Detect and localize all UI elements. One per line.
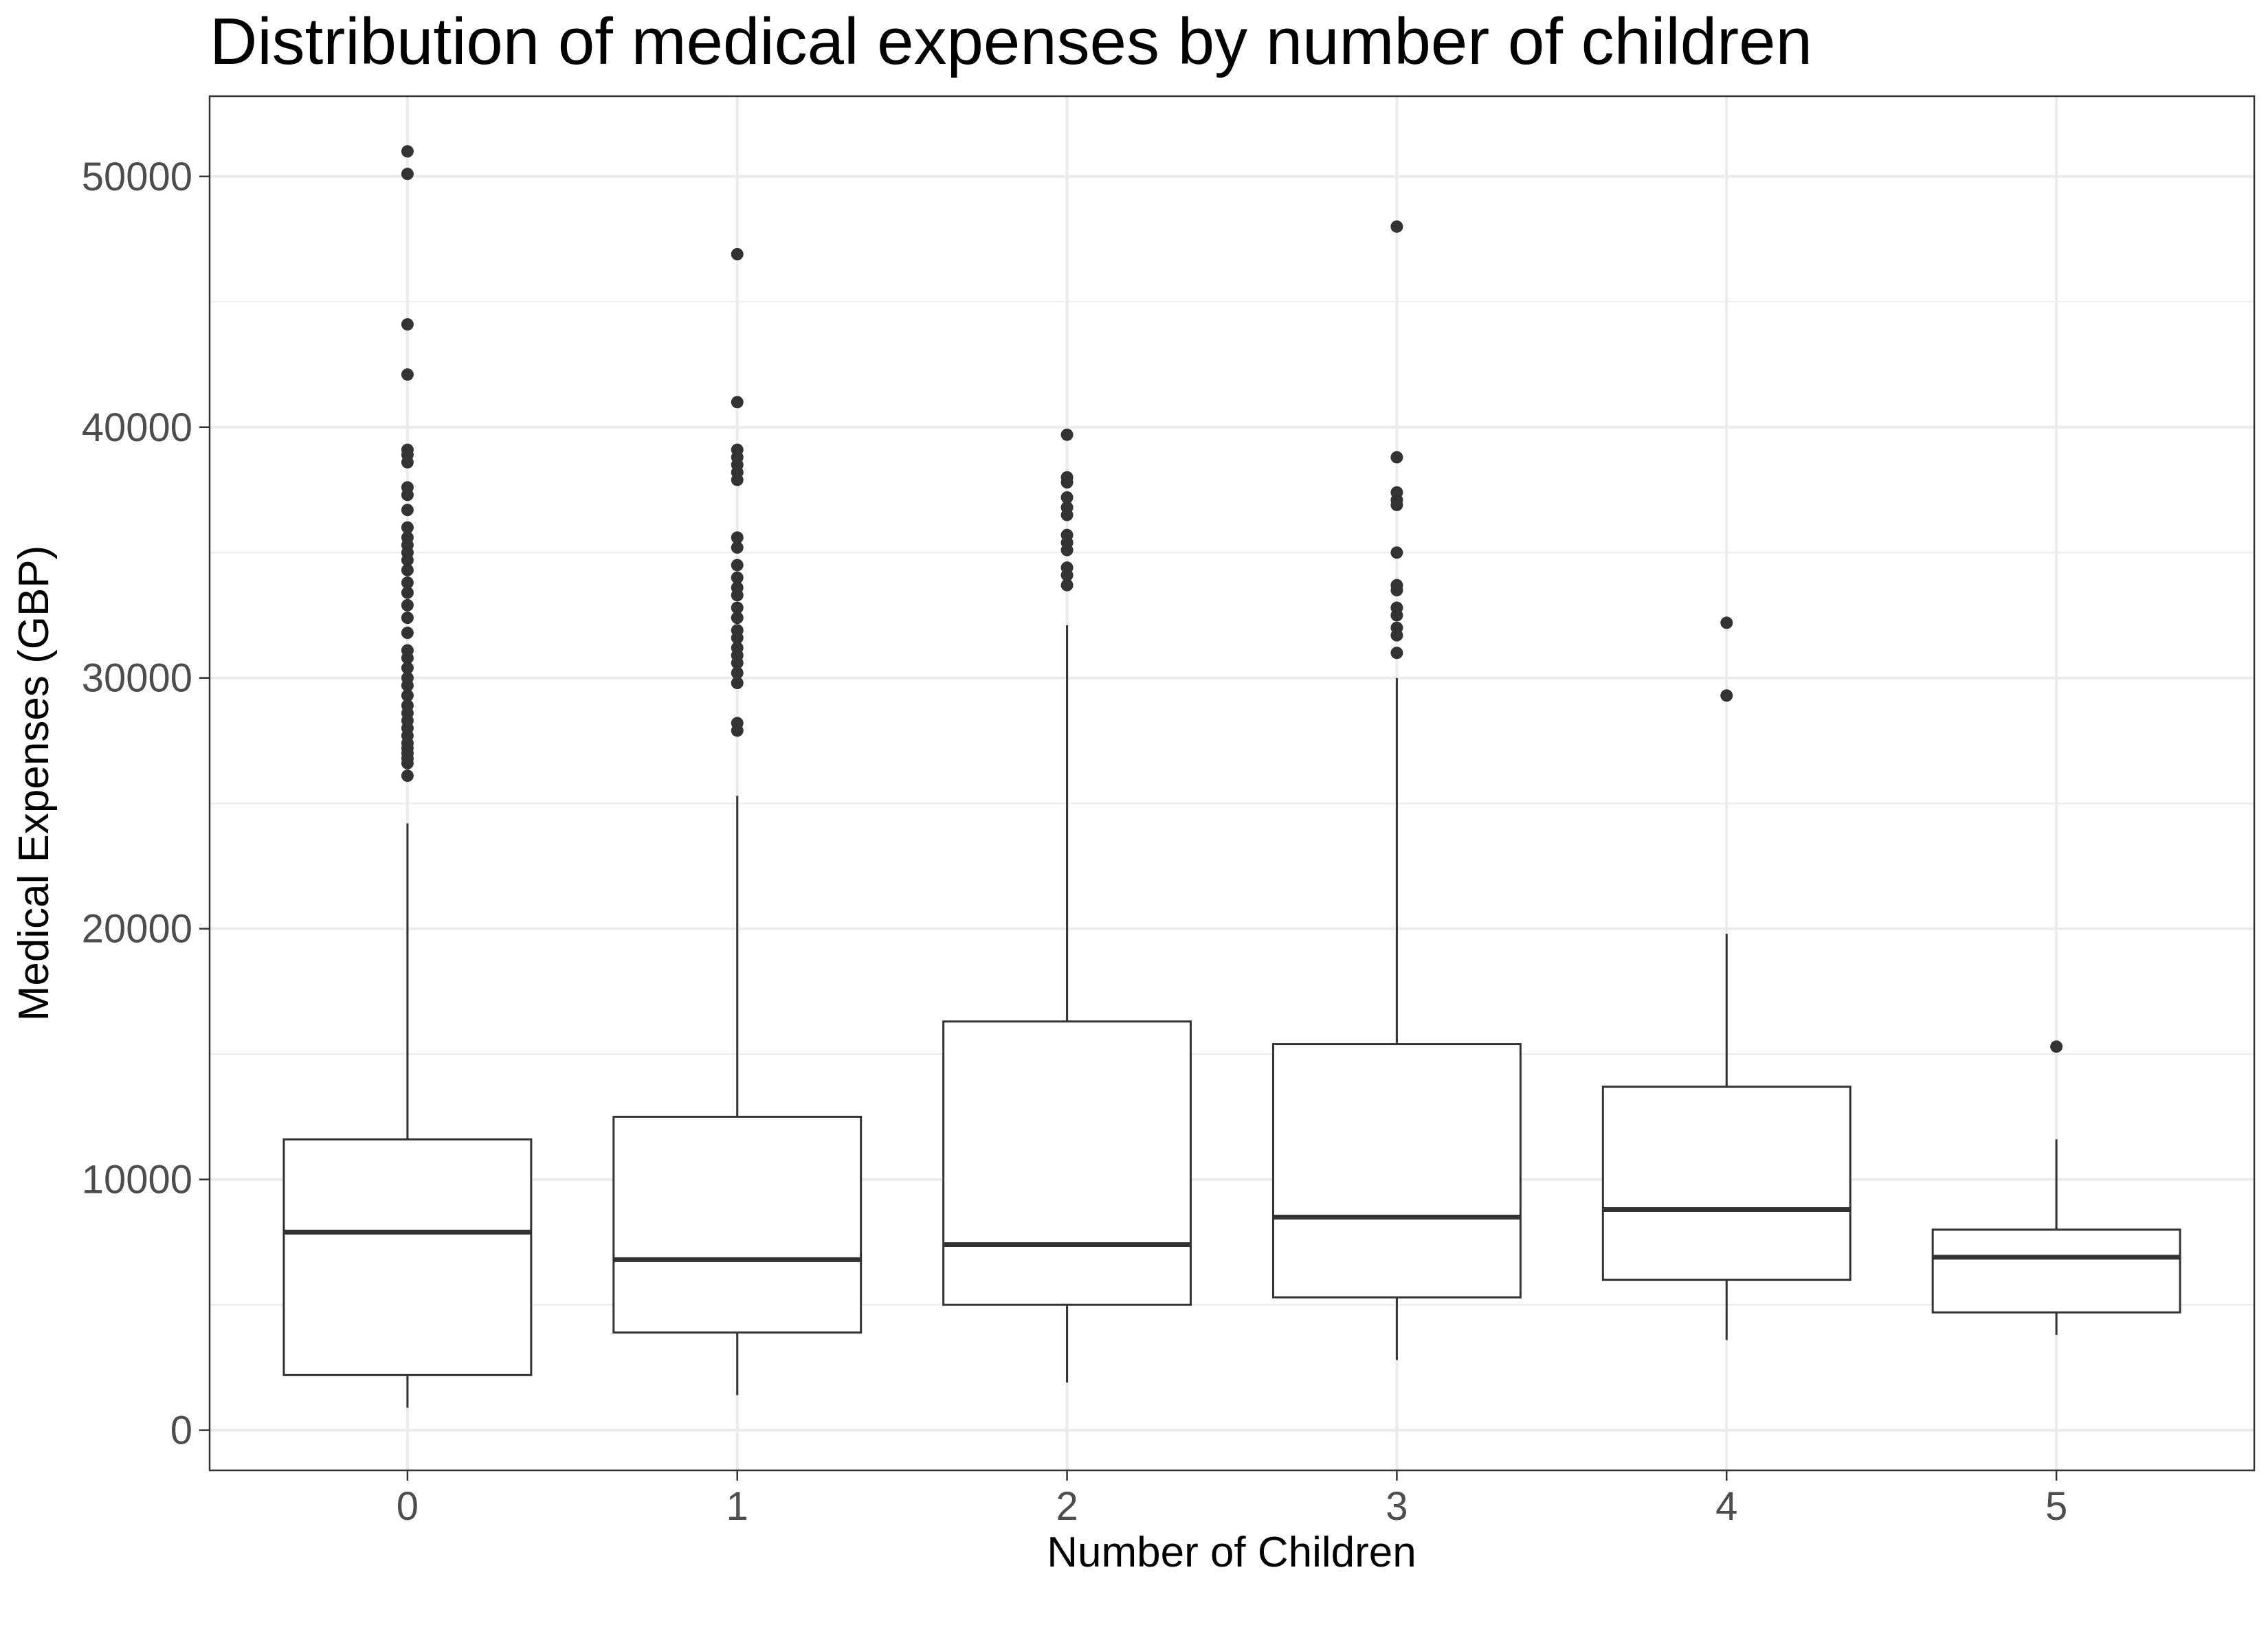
x-tick-label: 5 [2045, 1484, 2067, 1529]
outlier-point [401, 443, 414, 456]
outlier-point [731, 581, 744, 594]
box-group-1 [612, 247, 863, 1395]
outlier-point [1390, 220, 1403, 233]
outlier-point [401, 368, 414, 381]
outlier-point [1060, 471, 1074, 484]
x-tick-label: 3 [1386, 1484, 1408, 1529]
box-iqr [1931, 1229, 2181, 1314]
chart-title: Distribution of medical expenses by numb… [210, 5, 1812, 78]
box-group-3 [1271, 220, 1522, 1360]
box-iqr [942, 1020, 1192, 1306]
y-tick-label: 30000 [82, 656, 192, 701]
outlier-point [1390, 546, 1403, 559]
outlier-point [1060, 428, 1074, 441]
outlier-point [731, 396, 744, 409]
outlier-point [401, 644, 414, 657]
outlier-point [731, 641, 744, 654]
outlier-point [1060, 528, 1074, 541]
outlier-point [731, 571, 744, 584]
outlier-point [731, 247, 744, 260]
outlier-point [401, 318, 414, 331]
outlier-point [731, 677, 744, 690]
outlier-point [1390, 451, 1403, 464]
outlier-point [1720, 616, 1733, 629]
outlier-point [1060, 561, 1074, 574]
outlier-point [1060, 491, 1074, 504]
box-iqr [1601, 1086, 1852, 1281]
x-tick-label: 1 [726, 1484, 748, 1529]
outlier-point [1390, 601, 1403, 614]
outlier-point [2050, 1040, 2063, 1053]
outlier-point [401, 481, 414, 494]
outlier-point [1390, 621, 1403, 634]
outlier-point [401, 598, 414, 612]
box-group-0 [282, 145, 533, 1408]
box-group-4 [1601, 616, 1852, 1340]
outlier-point [731, 541, 744, 554]
outlier-point [401, 662, 414, 675]
box-group-2 [942, 428, 1192, 1383]
outlier-point [401, 145, 414, 158]
x-tick-label: 4 [1715, 1484, 1737, 1529]
y-tick-label: 20000 [82, 907, 192, 952]
outlier-point [401, 563, 414, 576]
outlier-point [401, 586, 414, 599]
box-group-5 [1931, 1040, 2181, 1335]
outlier-point [731, 624, 744, 637]
y-tick-label: 50000 [82, 155, 192, 199]
y-tick-label: 10000 [82, 1158, 192, 1202]
outlier-point [1720, 689, 1733, 702]
y-tick-label: 0 [170, 1409, 192, 1453]
box-iqr [612, 1115, 863, 1334]
x-tick-label: 0 [397, 1484, 419, 1529]
outlier-point [401, 612, 414, 625]
y-axis-title: Medical Expenses (GBP) [10, 546, 58, 1022]
outlier-point [401, 521, 414, 534]
outlier-point [731, 443, 744, 456]
outlier-point [401, 168, 414, 181]
outlier-point [1060, 501, 1074, 514]
boxes [282, 145, 2181, 1408]
outlier-point [401, 531, 414, 544]
box-iqr [1271, 1043, 1522, 1299]
outlier-point [731, 559, 744, 572]
outlier-point [401, 671, 414, 684]
plot-panel-border [208, 95, 2256, 1472]
y-tick-label: 40000 [82, 405, 192, 450]
outlier-point [1390, 579, 1403, 592]
box-iqr [282, 1138, 533, 1376]
outlier-point [1390, 486, 1403, 499]
outlier-point [731, 612, 744, 625]
outlier-point [401, 576, 414, 590]
plot-background [210, 96, 2254, 1470]
outlier-point [401, 699, 414, 712]
x-axis-title: Number of Children [1047, 1529, 1416, 1576]
outlier-point [731, 531, 744, 544]
outlier-point [401, 627, 414, 640]
x-tick-label: 2 [1056, 1484, 1078, 1529]
outlier-point [731, 666, 744, 680]
outlier-point [401, 770, 414, 783]
outlier-point [1390, 647, 1403, 660]
outlier-point [731, 601, 744, 614]
outlier-point [401, 689, 414, 702]
outlier-point [401, 504, 414, 517]
outlier-point [731, 717, 744, 730]
axes: 0 10000 20000 30000 40000 50000 0 1 2 3 4 5 [82, 155, 2068, 1529]
outlier-point [1060, 579, 1074, 592]
